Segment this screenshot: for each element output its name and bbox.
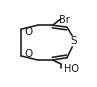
Text: S: S bbox=[70, 36, 77, 46]
Text: O: O bbox=[25, 49, 33, 59]
Text: HO: HO bbox=[64, 64, 79, 74]
Text: O: O bbox=[25, 27, 33, 37]
Text: Br: Br bbox=[59, 15, 70, 25]
